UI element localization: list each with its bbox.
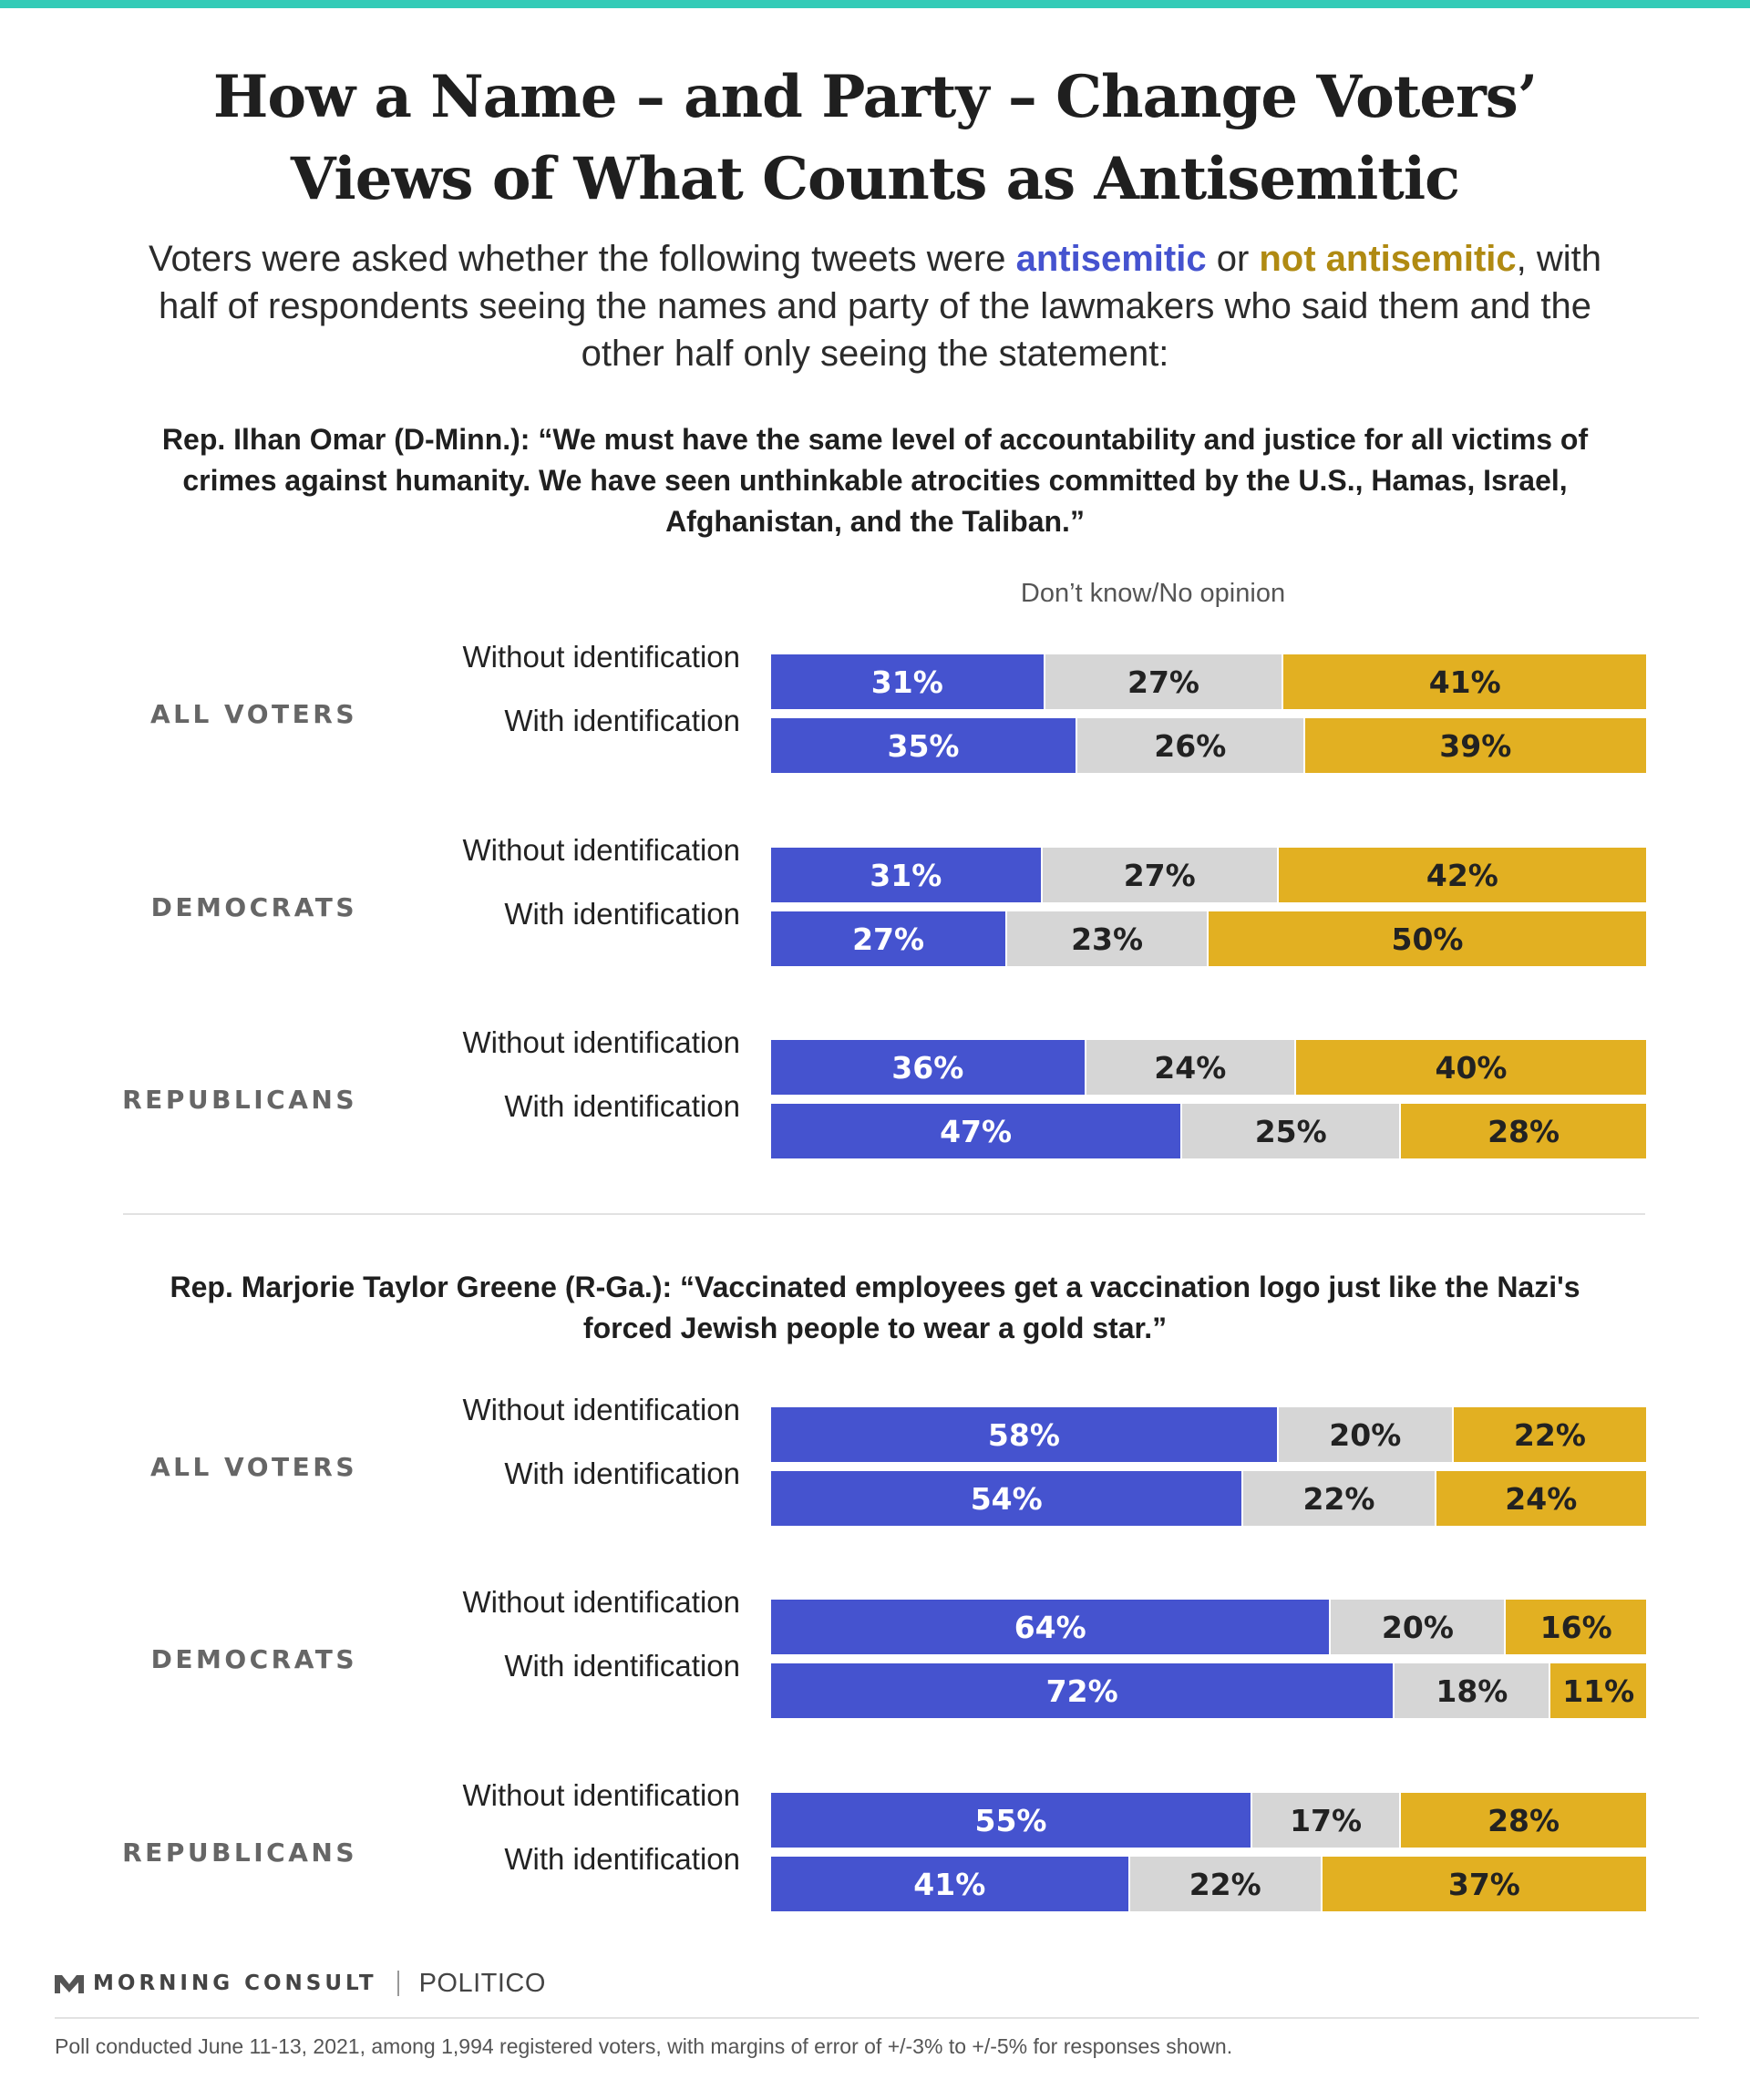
bar-segment-antisemitic: 58% xyxy=(771,1407,1279,1462)
bar-segment-dont-know: 22% xyxy=(1243,1471,1436,1526)
bar-segment-not-antisemitic: 40% xyxy=(1295,1040,1646,1095)
group-label: REPUBLICANS xyxy=(122,1838,357,1868)
row-label: With identification xyxy=(504,704,740,737)
bar-segment-antisemitic: 64% xyxy=(771,1600,1332,1654)
chart-subtitle: Voters were asked whether the following … xyxy=(146,235,1604,377)
bar-segment-not-antisemitic: 41% xyxy=(1283,654,1646,709)
group-label: ALL VOTERS xyxy=(149,699,357,729)
stacked-bar: 54% 22% 24% xyxy=(771,1471,1646,1526)
morning-consult-brand: MORNING CONSULT xyxy=(93,1971,377,1995)
chart-title: How a Name – and Party – Change Voters’ … xyxy=(0,57,1750,221)
stacked-bar: 31% 27% 42% xyxy=(771,848,1646,902)
row-label: Without identification xyxy=(462,1778,741,1812)
stacked-bar: 47% 25% 28% xyxy=(771,1104,1646,1158)
bar-segment-dont-know: 18% xyxy=(1395,1663,1551,1718)
politico-brand: POLITICO xyxy=(418,1968,546,1998)
bar-segment-dont-know: 17% xyxy=(1252,1793,1402,1848)
stacked-bar: 27% 23% 50% xyxy=(771,911,1646,966)
bar-segment-not-antisemitic: 11% xyxy=(1550,1663,1646,1718)
bar-segment-antisemitic: 47% xyxy=(771,1104,1183,1158)
stacked-bar: 41% 22% 37% xyxy=(771,1857,1646,1911)
subtitle-part-3: , with half of respondents seeing the na… xyxy=(158,239,1601,374)
omar-quote: Rep. Ilhan Omar (D-Minn.): “We must have… xyxy=(161,423,1589,538)
section-divider xyxy=(123,1213,1645,1215)
footer-divider xyxy=(55,2017,1699,2019)
row-label: Without identification xyxy=(462,640,741,674)
bar-segment-dont-know: 25% xyxy=(1182,1104,1402,1158)
bar-segment-antisemitic: 41% xyxy=(771,1857,1130,1911)
subtitle-antisemitic-highlight: antisemitic xyxy=(1015,239,1207,279)
bar-segment-not-antisemitic: 39% xyxy=(1304,718,1646,773)
title-line-1: How a Name – and Party – Change Voters’ xyxy=(212,63,1538,131)
row-label: With identification xyxy=(504,1089,740,1123)
stacked-bar: 31% 27% 41% xyxy=(771,654,1646,709)
bar-segment-antisemitic: 31% xyxy=(771,654,1045,709)
row-label: Without identification xyxy=(462,1025,741,1059)
bar-segment-dont-know: 27% xyxy=(1042,848,1279,902)
bar-segment-not-antisemitic: 22% xyxy=(1453,1407,1646,1462)
bar-segment-antisemitic: 72% xyxy=(771,1663,1395,1718)
methodology-note: Poll conducted June 11-13, 2021, among 1… xyxy=(55,2034,1233,2058)
subtitle-part-2: or xyxy=(1206,239,1260,279)
footer-logos: MORNING CONSULT POLITICO xyxy=(55,1965,546,2002)
bar-segment-antisemitic: 54% xyxy=(771,1471,1244,1526)
subtitle-part-1: Voters were asked whether the following … xyxy=(149,239,1016,279)
group-label: ALL VOTERS xyxy=(149,1452,357,1482)
group-label: DEMOCRATS xyxy=(150,1644,357,1674)
subtitle-not-antisemitic-highlight: not antisemitic xyxy=(1259,239,1517,279)
bar-segment-dont-know: 27% xyxy=(1045,654,1284,709)
row-label: Without identification xyxy=(462,1393,741,1426)
brand-separator xyxy=(396,1971,399,1996)
bar-segment-dont-know: 22% xyxy=(1129,1857,1323,1911)
row-label: With identification xyxy=(504,1842,740,1876)
stacked-bar: 58% 20% 22% xyxy=(771,1407,1646,1462)
row-label: With identification xyxy=(504,897,740,931)
row-label: With identification xyxy=(504,1457,740,1490)
bar-segment-antisemitic: 27% xyxy=(771,911,1008,966)
stacked-bar: 64% 20% 16% xyxy=(771,1600,1646,1654)
row-label: With identification xyxy=(504,1649,740,1683)
morning-consult-logo-icon xyxy=(55,1975,84,1993)
accent-top-bar xyxy=(0,0,1750,8)
bar-segment-not-antisemitic: 16% xyxy=(1506,1600,1646,1654)
bar-segment-antisemitic: 31% xyxy=(771,848,1043,902)
group-label: REPUBLICANS xyxy=(122,1085,357,1115)
bar-segment-dont-know: 20% xyxy=(1278,1407,1454,1462)
stacked-bar: 36% 24% 40% xyxy=(771,1040,1646,1095)
title-line-2: Views of What Counts as Antisemitic xyxy=(290,145,1460,213)
bar-segment-not-antisemitic: 28% xyxy=(1401,1793,1646,1848)
bar-segment-dont-know: 23% xyxy=(1007,911,1209,966)
bar-segment-dont-know: 24% xyxy=(1086,1040,1296,1095)
bar-segment-not-antisemitic: 24% xyxy=(1436,1471,1646,1526)
stacked-bar: 35% 26% 39% xyxy=(771,718,1646,773)
stacked-bar: 55% 17% 28% xyxy=(771,1793,1646,1848)
row-label: Without identification xyxy=(462,833,741,867)
group-label: DEMOCRATS xyxy=(150,892,357,922)
bar-segment-antisemitic: 36% xyxy=(771,1040,1086,1095)
greene-quote: Rep. Marjorie Taylor Greene (R-Ga.): “Va… xyxy=(170,1271,1580,1344)
bar-segment-not-antisemitic: 28% xyxy=(1401,1104,1646,1158)
stacked-bar: 72% 18% 11% xyxy=(771,1663,1646,1718)
row-label: Without identification xyxy=(462,1585,741,1619)
bar-segment-dont-know: 20% xyxy=(1331,1600,1507,1654)
bar-segment-antisemitic: 55% xyxy=(771,1793,1252,1848)
bar-segment-not-antisemitic: 42% xyxy=(1278,848,1646,902)
bar-segment-antisemitic: 35% xyxy=(771,718,1077,773)
bar-segment-not-antisemitic: 37% xyxy=(1322,1857,1646,1911)
bar-segment-not-antisemitic: 50% xyxy=(1208,911,1646,966)
bar-segment-dont-know: 26% xyxy=(1077,718,1305,773)
dont-know-legend-label: Don’t know/No opinion xyxy=(1020,579,1286,608)
